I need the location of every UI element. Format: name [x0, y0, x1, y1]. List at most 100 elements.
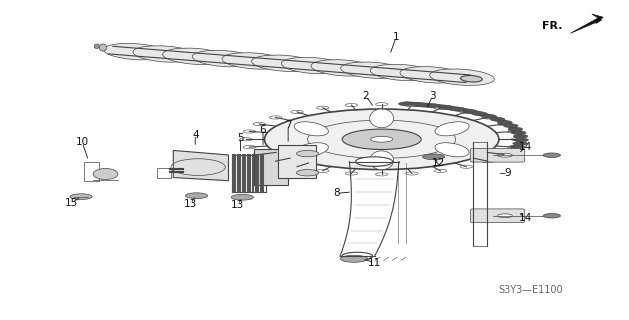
- Ellipse shape: [430, 69, 494, 85]
- Ellipse shape: [423, 154, 445, 160]
- Ellipse shape: [438, 105, 453, 109]
- Ellipse shape: [426, 104, 440, 108]
- Text: S3Y3—E1100: S3Y3—E1100: [499, 285, 564, 295]
- Ellipse shape: [253, 153, 265, 156]
- Ellipse shape: [370, 109, 394, 128]
- Ellipse shape: [490, 117, 505, 121]
- Ellipse shape: [482, 116, 494, 119]
- Ellipse shape: [435, 143, 469, 157]
- Ellipse shape: [495, 156, 509, 159]
- Ellipse shape: [240, 138, 252, 141]
- Text: 5: 5: [237, 133, 244, 143]
- Ellipse shape: [506, 149, 521, 153]
- Ellipse shape: [482, 115, 497, 118]
- Ellipse shape: [543, 213, 560, 218]
- Text: 4: 4: [192, 130, 199, 140]
- Ellipse shape: [460, 110, 472, 114]
- Ellipse shape: [341, 62, 405, 78]
- Ellipse shape: [345, 172, 358, 175]
- Text: 8: 8: [333, 188, 340, 198]
- Ellipse shape: [460, 76, 482, 82]
- Ellipse shape: [291, 165, 303, 168]
- Ellipse shape: [294, 143, 328, 157]
- Ellipse shape: [376, 173, 388, 176]
- Ellipse shape: [222, 53, 287, 69]
- Ellipse shape: [501, 152, 516, 156]
- Ellipse shape: [93, 168, 118, 180]
- Text: 10: 10: [75, 138, 89, 148]
- Text: 9: 9: [504, 168, 511, 178]
- Ellipse shape: [513, 134, 528, 138]
- FancyBboxPatch shape: [253, 149, 287, 185]
- Ellipse shape: [291, 110, 303, 114]
- Ellipse shape: [462, 109, 477, 113]
- Text: 7: 7: [285, 120, 291, 130]
- Ellipse shape: [370, 136, 392, 142]
- Ellipse shape: [508, 127, 523, 131]
- Ellipse shape: [281, 57, 346, 74]
- Ellipse shape: [400, 67, 465, 83]
- Ellipse shape: [503, 124, 518, 128]
- Ellipse shape: [498, 123, 510, 126]
- Ellipse shape: [186, 193, 208, 198]
- Ellipse shape: [269, 116, 282, 119]
- Ellipse shape: [482, 160, 494, 163]
- Ellipse shape: [311, 60, 376, 76]
- Ellipse shape: [294, 122, 328, 136]
- Polygon shape: [173, 150, 228, 181]
- Ellipse shape: [508, 130, 520, 133]
- Ellipse shape: [163, 48, 227, 65]
- FancyBboxPatch shape: [278, 145, 316, 179]
- Ellipse shape: [406, 104, 418, 107]
- Ellipse shape: [355, 157, 392, 166]
- Ellipse shape: [103, 44, 168, 60]
- Ellipse shape: [231, 195, 253, 200]
- Ellipse shape: [513, 142, 528, 146]
- Ellipse shape: [133, 46, 198, 62]
- Ellipse shape: [511, 138, 523, 141]
- Ellipse shape: [435, 106, 447, 109]
- Ellipse shape: [498, 121, 512, 124]
- Ellipse shape: [99, 44, 107, 51]
- Ellipse shape: [376, 103, 388, 106]
- Text: 13: 13: [184, 199, 197, 209]
- FancyBboxPatch shape: [470, 148, 525, 162]
- Text: 6: 6: [260, 125, 266, 135]
- Ellipse shape: [253, 123, 265, 126]
- Ellipse shape: [508, 146, 520, 149]
- Text: 15: 15: [65, 198, 78, 208]
- Ellipse shape: [460, 165, 472, 168]
- Ellipse shape: [269, 160, 282, 163]
- Ellipse shape: [70, 194, 92, 199]
- Ellipse shape: [498, 153, 513, 157]
- Text: 14: 14: [519, 213, 532, 223]
- Ellipse shape: [511, 131, 526, 135]
- Ellipse shape: [243, 130, 255, 133]
- Ellipse shape: [514, 138, 528, 142]
- Ellipse shape: [192, 51, 257, 67]
- Ellipse shape: [340, 255, 367, 262]
- Text: FR.: FR.: [542, 21, 562, 31]
- Ellipse shape: [498, 153, 510, 156]
- Ellipse shape: [243, 146, 255, 149]
- Ellipse shape: [345, 104, 358, 107]
- Text: 12: 12: [432, 158, 445, 168]
- Ellipse shape: [450, 107, 465, 111]
- Text: 1: 1: [392, 32, 399, 42]
- Ellipse shape: [543, 153, 560, 157]
- Ellipse shape: [370, 64, 435, 81]
- Ellipse shape: [342, 129, 421, 149]
- Ellipse shape: [412, 103, 427, 107]
- Ellipse shape: [510, 145, 525, 149]
- Ellipse shape: [316, 106, 329, 109]
- Ellipse shape: [296, 170, 319, 176]
- Text: 2: 2: [363, 91, 369, 101]
- Ellipse shape: [342, 252, 373, 260]
- Ellipse shape: [398, 102, 413, 106]
- Ellipse shape: [435, 169, 447, 172]
- Ellipse shape: [406, 172, 418, 175]
- Ellipse shape: [498, 214, 513, 218]
- Ellipse shape: [94, 44, 99, 49]
- Ellipse shape: [370, 151, 394, 170]
- Text: 11: 11: [368, 258, 381, 268]
